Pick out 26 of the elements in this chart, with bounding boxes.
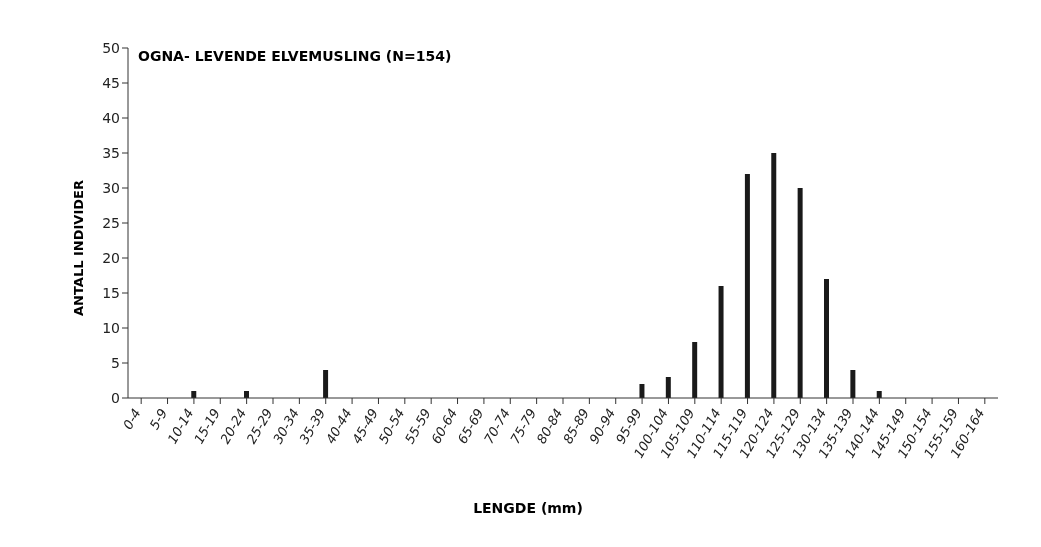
bar <box>718 286 724 398</box>
y-tick-label: 45 <box>102 74 120 91</box>
x-axis-title: LENGDE (mm) <box>473 500 583 516</box>
y-tick-label: 20 <box>102 249 120 266</box>
y-tick-label: 0 <box>111 389 120 406</box>
bar <box>665 377 671 398</box>
bar <box>639 384 645 398</box>
y-tick-label: 30 <box>102 179 120 196</box>
x-tick-label: 0-4 <box>120 406 144 432</box>
y-tick-label: 15 <box>102 284 120 301</box>
y-axis-title: ANTALL INDIVIDER <box>70 180 86 316</box>
y-tick-label: 25 <box>102 214 120 231</box>
bar <box>797 188 803 398</box>
bar <box>824 279 829 398</box>
bar <box>692 342 698 398</box>
y-tick-label: 35 <box>102 144 120 161</box>
y-tick-label: 40 <box>102 109 120 126</box>
y-tick-label: 5 <box>111 354 120 371</box>
bar <box>850 370 856 398</box>
chart-title: OGNA- LEVENDE ELVEMUSLING (N=154) <box>138 48 452 64</box>
bar <box>771 153 777 398</box>
y-tick-label: 10 <box>102 319 120 336</box>
bar <box>744 174 750 398</box>
bar <box>323 370 329 398</box>
x-tick-label: 5-9 <box>146 406 171 432</box>
y-tick-label: 50 <box>102 39 120 56</box>
